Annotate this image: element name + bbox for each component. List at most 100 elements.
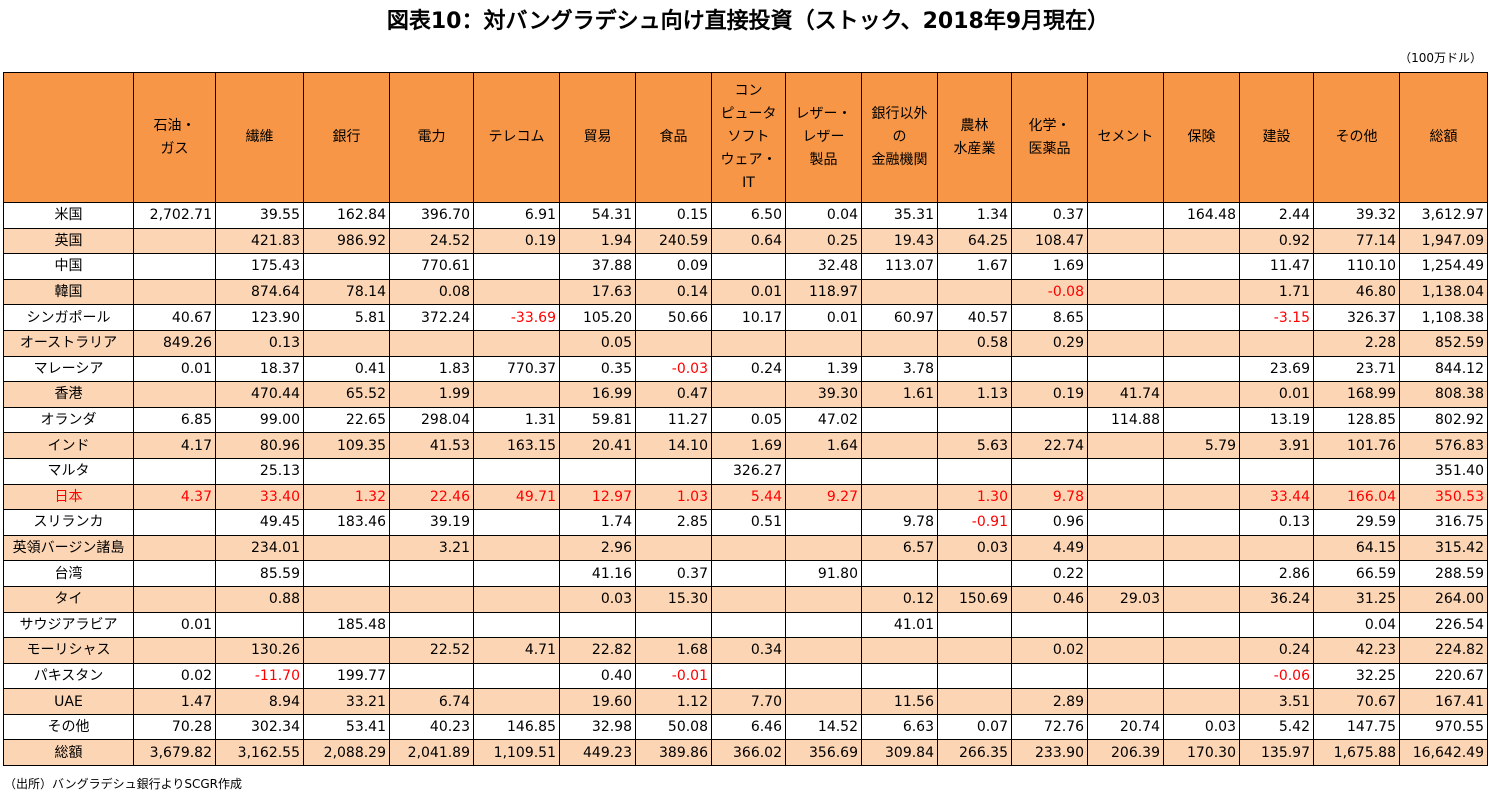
table-cell: 64.15	[1313, 534, 1400, 562]
table-cell: 3.78	[861, 355, 938, 383]
table-cell: 1.13	[937, 381, 1012, 408]
table-cell: 16.99	[559, 381, 636, 408]
table-cell	[1087, 202, 1164, 229]
table-cell: 70.28	[133, 713, 216, 741]
table-cell: 1,254.49	[1399, 253, 1488, 280]
table-cell: 170.30	[1163, 739, 1240, 767]
table-cell: 0.58	[937, 329, 1012, 357]
table-cell: 0.46	[1011, 585, 1088, 613]
table-cell: 39.30	[785, 381, 862, 408]
column-header: 銀行	[303, 72, 390, 203]
table-row: オーストラリア 849.26 0.13 0.05 0.58 0.29 2.28 852.59	[3, 329, 1488, 357]
table-cell: 80.96	[215, 432, 304, 459]
table-cell: 240.59	[635, 227, 712, 255]
table-row: スリランカ 49.45 183.46 39.19 1.74 2.85 0.51 9.78 -0.…	[3, 509, 1488, 536]
table-row: 台湾 85.59 41.16 0.37 91.80 0.22 2.86 66.59 288.59	[3, 560, 1488, 587]
table-cell: 5.81	[303, 304, 390, 331]
table-cell: 41.74	[1087, 381, 1164, 408]
table-cell	[1087, 534, 1164, 562]
table-cell: 0.96	[1011, 509, 1088, 536]
table-cell	[473, 611, 560, 639]
table-cell: 16,642.49	[1399, 739, 1488, 767]
table-cell: 2.86	[1239, 560, 1314, 587]
table-cell: 36.24	[1239, 585, 1314, 613]
table-cell	[1163, 662, 1240, 690]
table-cell	[711, 560, 786, 587]
table-row: その他 70.28 302.34 53.41 40.23 146.85 32.98 50.08…	[3, 713, 1488, 741]
table-cell	[1011, 457, 1088, 485]
row-label: パキスタン	[3, 662, 134, 690]
table-cell: 0.34	[711, 637, 786, 664]
table-cell: 0.41	[303, 355, 390, 383]
table-cell: 49.71	[473, 483, 560, 511]
table-cell: 10.17	[711, 304, 786, 331]
table-cell: 849.26	[133, 329, 216, 357]
table-cell: 70.67	[1313, 688, 1400, 715]
table-cell	[1087, 509, 1164, 536]
row-label: オランダ	[3, 406, 134, 434]
table-cell	[1087, 483, 1164, 511]
table-cell: 852.59	[1399, 329, 1488, 357]
table-cell: 0.40	[559, 662, 636, 690]
table-cell: 3,162.55	[215, 739, 304, 767]
table-cell: 33.40	[215, 483, 304, 511]
table-cell	[133, 560, 216, 587]
table-cell	[937, 662, 1012, 690]
table-cell: 224.82	[1399, 637, 1488, 664]
table-cell: 25.13	[215, 457, 304, 485]
table-cell: 0.47	[635, 381, 712, 408]
table-cell: 39.55	[215, 202, 304, 229]
table-row: インド 4.17 80.96 109.35 41.53 163.15 20.41 14.10 1…	[3, 432, 1488, 459]
table-cell: 1.30	[937, 483, 1012, 511]
column-header: レザー・ レザー 製品	[785, 72, 862, 203]
column-header: 化学・ 医薬品	[1011, 72, 1088, 203]
table-cell: 14.52	[785, 713, 862, 741]
table-cell: 23.69	[1239, 355, 1314, 383]
table-cell: 13.19	[1239, 406, 1314, 434]
table-cell: 32.48	[785, 253, 862, 280]
table-row: マルタ 25.13 326.27 351.40	[3, 457, 1488, 485]
table-cell: 31.25	[1313, 585, 1400, 613]
table-cell: 54.31	[559, 202, 636, 229]
row-label: 香港	[3, 381, 134, 408]
table-cell	[937, 278, 1012, 306]
table-cell	[473, 560, 560, 587]
table-cell: 0.02	[133, 662, 216, 690]
table-cell	[389, 585, 474, 613]
table-cell: 970.55	[1399, 713, 1488, 741]
table-cell: 1,675.88	[1313, 739, 1400, 767]
table-cell: 32.98	[559, 713, 636, 741]
table-cell	[1239, 329, 1314, 357]
table-cell	[861, 278, 938, 306]
table-cell: 0.01	[1239, 381, 1314, 408]
table-cell	[711, 585, 786, 613]
row-label: UAE	[3, 688, 134, 715]
table-cell	[1163, 355, 1240, 383]
table-row: モーリシャス 130.26 22.52 4.71 22.82 1.68 0.34 0.02 0.…	[3, 637, 1488, 664]
row-label: その他	[3, 713, 134, 741]
table-cell: 1.68	[635, 637, 712, 664]
table-cell: 1.67	[937, 253, 1012, 280]
row-label: オーストラリア	[3, 329, 134, 357]
table-cell: 167.41	[1399, 688, 1488, 715]
table-cell: 2,041.89	[389, 739, 474, 767]
table-cell: 147.75	[1313, 713, 1400, 741]
column-header: 農林 水産業	[937, 72, 1012, 203]
table-cell	[1011, 662, 1088, 690]
table-cell: 15.30	[635, 585, 712, 613]
table-cell: 0.01	[133, 611, 216, 639]
table-cell	[711, 381, 786, 408]
row-label: マルタ	[3, 457, 134, 485]
table-cell	[937, 406, 1012, 434]
table-cell: 20.74	[1087, 713, 1164, 741]
table-cell	[389, 611, 474, 639]
table-cell: 351.40	[1399, 457, 1488, 485]
table-cell	[1313, 457, 1400, 485]
table-cell: 4.37	[133, 483, 216, 511]
table-cell: 12.97	[559, 483, 636, 511]
table-cell	[1087, 560, 1164, 587]
table-cell	[861, 637, 938, 664]
table-cell	[937, 560, 1012, 587]
table-cell	[711, 329, 786, 357]
table-cell	[559, 457, 636, 485]
